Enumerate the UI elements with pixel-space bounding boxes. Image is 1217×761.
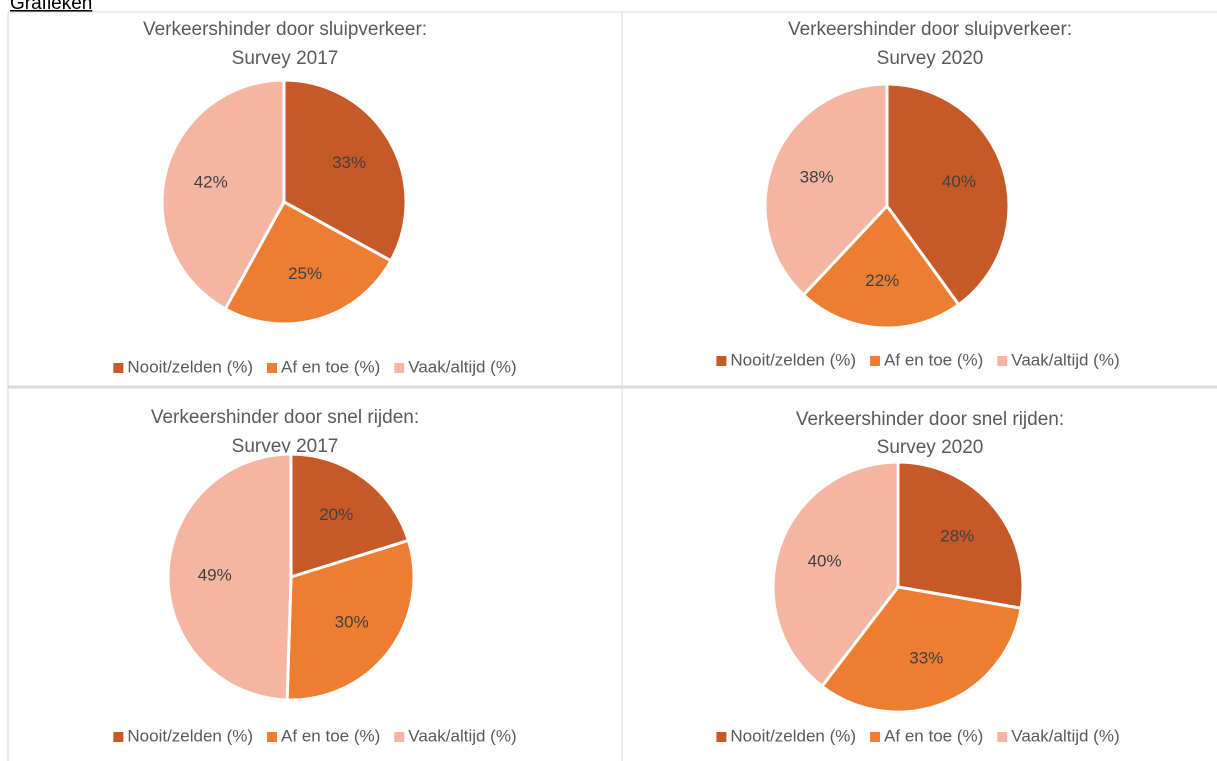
legend-swatch	[716, 732, 727, 742]
legend-label: Nooit/zelden (%)	[127, 726, 253, 745]
legend-swatch	[997, 732, 1008, 742]
legend: Nooit/zelden (%) Af en toe (%) Vaak/altijd…	[113, 357, 517, 376]
legend-label: Vaak/altijd (%)	[1011, 350, 1119, 369]
data-label: 20%	[319, 505, 353, 524]
legend-swatch	[870, 732, 881, 742]
legend-swatch	[267, 363, 278, 373]
pie-slice	[771, 460, 900, 689]
pie-slice	[285, 538, 416, 702]
legend-label: Nooit/zelden (%)	[730, 726, 856, 745]
pie-slice	[160, 78, 286, 311]
data-label: 38%	[800, 168, 834, 187]
chart-title: Verkeershinder door sluipverkeer:	[788, 19, 1072, 40]
data-label: 30%	[335, 613, 369, 632]
legend-swatch	[267, 732, 278, 742]
data-label: 22%	[865, 271, 899, 290]
legend-label: Vaak/altijd (%)	[408, 357, 516, 376]
chart-title: Verkeershinder door sluipverkeer:	[143, 19, 427, 40]
legend-swatch	[394, 732, 405, 742]
legend-label: Vaak/altijd (%)	[1011, 726, 1119, 745]
data-label: 33%	[909, 649, 943, 668]
legend-label: Af en toe (%)	[281, 357, 380, 376]
pie-slice	[885, 82, 1011, 307]
pie-slice	[896, 460, 1025, 611]
heading: Grafieken	[10, 0, 92, 14]
legend-swatch	[113, 363, 124, 373]
pie-slice	[819, 585, 1023, 714]
legend: Nooit/zelden (%) Af en toe (%) Vaak/altijd…	[716, 350, 1120, 369]
chart-subtitle: Survey 2020	[877, 437, 984, 458]
data-label: 28%	[940, 527, 974, 546]
data-label: 33%	[332, 153, 366, 172]
legend-label: Vaak/altijd (%)	[408, 726, 516, 745]
data-label: 40%	[942, 172, 976, 191]
pie-slice	[289, 452, 411, 580]
legend-label: Nooit/zelden (%)	[730, 350, 856, 369]
legend-swatch	[716, 356, 727, 366]
legend-swatch	[113, 732, 124, 742]
chart-subtitle: Survey 2017	[232, 436, 339, 457]
chart-subtitle: Survey 2020	[877, 48, 984, 69]
data-label: 42%	[194, 173, 228, 192]
pie-slice	[166, 452, 293, 702]
legend-label: Af en toe (%)	[281, 726, 380, 745]
chart-subtitle: Survey 2017	[232, 48, 339, 69]
data-label: 40%	[808, 552, 842, 571]
legend-label: Af en toe (%)	[884, 726, 983, 745]
legend-swatch	[997, 356, 1008, 366]
legend: Nooit/zelden (%) Af en toe (%) Vaak/altijd…	[113, 726, 517, 745]
legend-swatch	[870, 356, 881, 366]
legend: Nooit/zelden (%) Af en toe (%) Vaak/altijd…	[716, 726, 1120, 745]
legend-swatch	[394, 363, 405, 373]
pie-slice	[801, 203, 961, 330]
pie-slice	[223, 199, 393, 326]
chart-title: Verkeershinder door snel rijden:	[151, 407, 419, 428]
chart-title: Verkeershinder door snel rijden:	[796, 409, 1064, 430]
legend-label: Af en toe (%)	[884, 350, 983, 369]
legend-label: Nooit/zelden (%)	[127, 357, 253, 376]
pie-slice	[282, 78, 408, 263]
data-label: 49%	[198, 565, 232, 584]
data-label: 25%	[288, 264, 322, 283]
pie-slice	[763, 82, 889, 298]
